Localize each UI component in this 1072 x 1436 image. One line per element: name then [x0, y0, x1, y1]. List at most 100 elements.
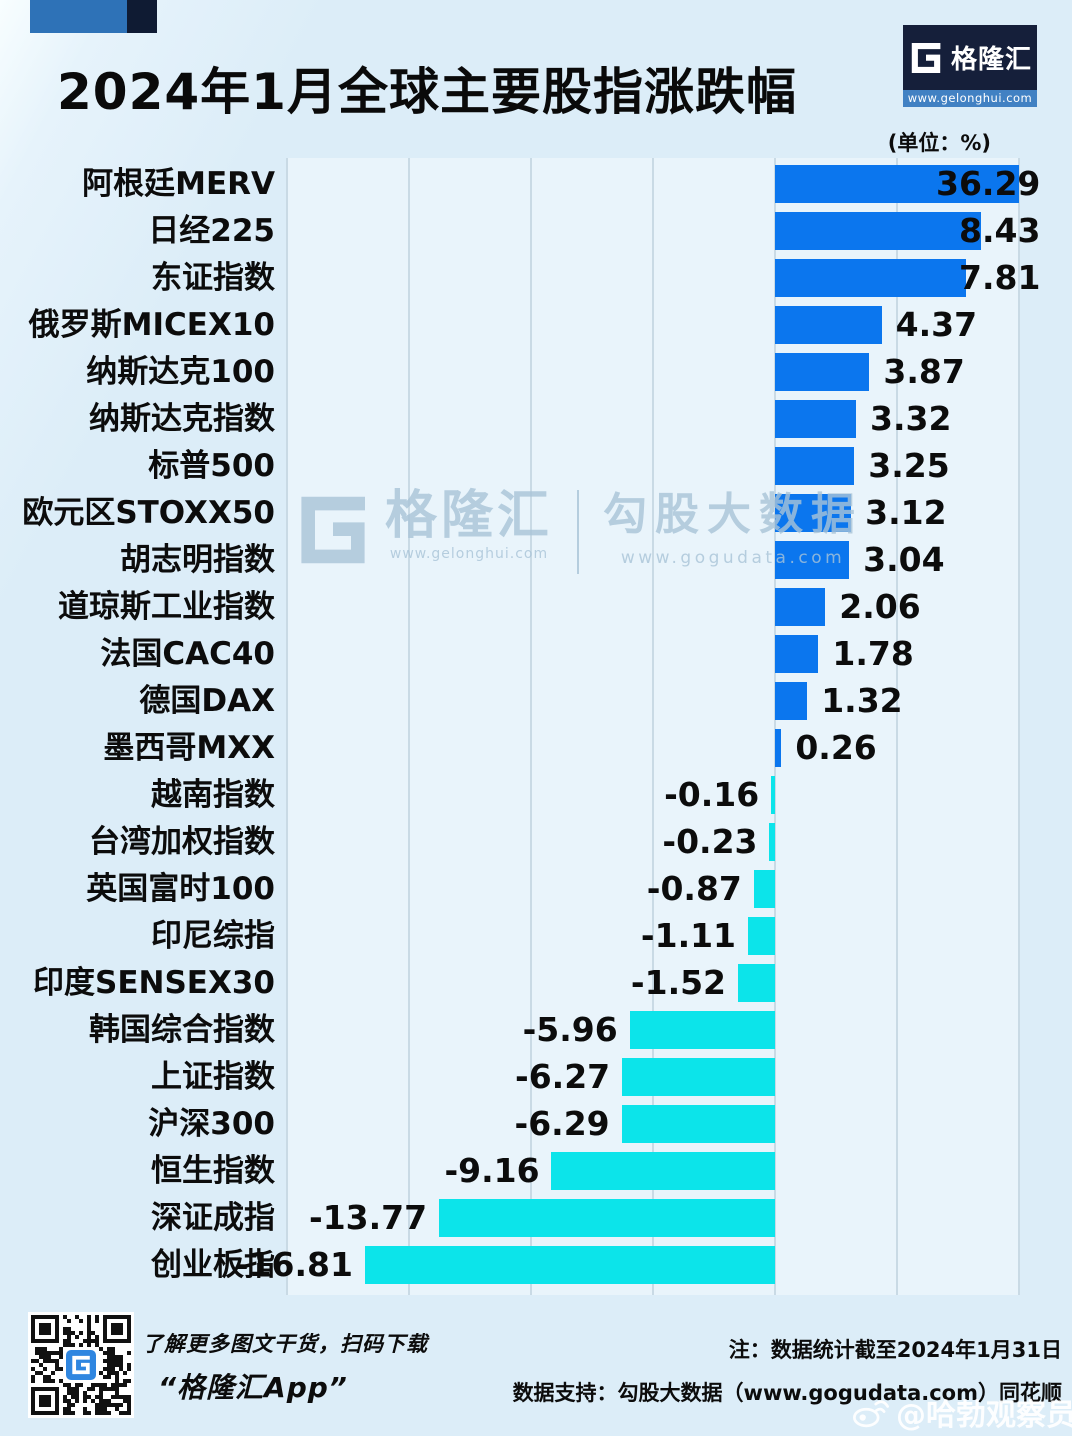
bar-positive: [775, 635, 819, 673]
center-watermark: 格隆汇 www.gelonghui.com 勾股大数据 www.gogudata…: [293, 486, 863, 574]
logo-url-strip: www.gelonghui.com: [903, 90, 1037, 107]
row-label: 东证指数: [151, 260, 275, 296]
gridline: [774, 158, 776, 1295]
bar-negative: [364, 1246, 775, 1284]
bar-negative: [769, 823, 775, 861]
bar-negative: [747, 917, 775, 955]
row-label: 标普500: [148, 448, 275, 484]
bar-negative: [439, 1199, 775, 1237]
bar-negative: [753, 870, 775, 908]
qr-logo-overlay: [64, 1348, 98, 1382]
value-label: 36.29: [936, 164, 1041, 203]
row-label: 恒生指数: [151, 1153, 275, 1189]
bar-positive: [775, 682, 808, 720]
bar-positive: [775, 541, 850, 579]
qr-modules: [31, 1315, 131, 1415]
value-label: -9.16: [444, 1151, 540, 1190]
gridline: [286, 158, 288, 1295]
row-label: 欧元区STOXX50: [22, 495, 275, 531]
value-label: -16.81: [234, 1245, 353, 1284]
unit-label: (单位：%): [887, 131, 991, 155]
value-label: 1.32: [821, 681, 903, 720]
watermark-partner-url: www.gogudata.com: [620, 548, 846, 568]
qr-g-icon: [72, 1355, 90, 1375]
value-label: -0.87: [646, 869, 742, 908]
gridline: [408, 158, 410, 1295]
row-label: 创业板指: [151, 1247, 275, 1283]
watermark-partner: 勾股大数据: [603, 489, 864, 540]
row-label: 法国CAC40: [100, 636, 275, 672]
row-label: 纳斯达克指数: [89, 401, 275, 437]
bar-negative: [622, 1058, 775, 1096]
weibo-watermark: @哈勃观察员: [852, 1390, 1072, 1434]
value-label: 1.78: [832, 634, 914, 673]
bar-positive: [775, 588, 826, 626]
gridline: [652, 158, 654, 1295]
bar-negative: [737, 964, 775, 1002]
bar-positive: [775, 729, 782, 767]
gridline: [896, 158, 898, 1295]
bar-negative: [551, 1152, 775, 1190]
watermark-brand-url: www.gelonghui.com: [389, 546, 549, 562]
page-title: 2024年1月全球主要股指涨跌幅: [57, 63, 797, 121]
note-line-2: 数据支持：勾股大数据（www.gogudata.com）同花顺: [512, 1381, 1062, 1405]
bar-positive: [775, 400, 856, 438]
row-label: 越南指数: [151, 777, 275, 813]
row-label: 阿根廷MERV: [82, 166, 275, 202]
watermark-divider: [577, 490, 580, 574]
bar-positive: [775, 165, 1019, 203]
logo-brand-text: 格隆汇: [950, 45, 1032, 75]
row-label: 沪深300: [148, 1106, 275, 1142]
weibo-handle: @哈勃观察员: [896, 1398, 1072, 1433]
value-label: 3.25: [868, 446, 950, 485]
row-label: 纳斯达克100: [86, 354, 275, 390]
row-label: 台湾加权指数: [89, 824, 275, 860]
row-label: 胡志明指数: [120, 542, 275, 578]
value-label: -6.27: [515, 1057, 611, 1096]
value-label: 0.26: [795, 728, 877, 767]
row-label: 韩国综合指数: [89, 1012, 275, 1048]
row-label: 墨西哥MXX: [103, 730, 275, 766]
watermark-brand: 格隆汇: [385, 486, 554, 546]
row-label: 印尼综指: [151, 918, 275, 954]
value-label: 3.32: [870, 399, 952, 438]
watermark-g-icon: [301, 496, 365, 564]
gelonghui-g-icon: [911, 42, 941, 73]
value-label: -0.16: [664, 775, 760, 814]
row-label: 印度SENSEX30: [33, 965, 275, 1001]
bar-positive: [775, 353, 870, 391]
decor-navy-block: [127, 0, 157, 33]
value-label: 4.37: [895, 305, 978, 344]
value-label: 3.12: [865, 493, 947, 532]
app-name: “格隆汇App”: [158, 1371, 348, 1404]
value-label: 2.06: [839, 587, 921, 626]
row-label: 道琼斯工业指数: [58, 589, 275, 625]
row-label: 深证成指: [151, 1200, 275, 1236]
decor-blue-block: [30, 0, 127, 33]
qr-caption: 了解更多图文干货，扫码下载: [142, 1332, 428, 1356]
value-label: -13.77: [309, 1198, 428, 1237]
row-label: 德国DAX: [139, 683, 275, 719]
bar-positive: [775, 447, 855, 485]
row-label: 上证指数: [151, 1059, 275, 1095]
value-label: -0.23: [662, 822, 758, 861]
gridline: [530, 158, 532, 1295]
bar-positive: [775, 212, 981, 250]
row-label: 英国富时100: [86, 871, 275, 907]
row-label: 日经225: [148, 213, 275, 249]
value-label: 3.04: [863, 540, 945, 579]
value-label: 3.87: [883, 352, 965, 391]
value-label: -1.11: [640, 916, 737, 955]
note-line-1: 注：数据统计截至2024年1月31日: [728, 1338, 1062, 1362]
bar-negative: [621, 1105, 775, 1143]
bar-positive: [775, 259, 966, 297]
value-label: 7.81: [959, 258, 1041, 297]
weibo-icon: [852, 1400, 890, 1428]
qr-code: [28, 1312, 134, 1418]
bar-negative: [629, 1011, 775, 1049]
row-label: 俄罗斯MICEX10: [28, 307, 275, 343]
value-label: -1.52: [630, 963, 727, 1002]
gridline: [1018, 158, 1020, 1295]
value-label: -6.29: [514, 1104, 610, 1143]
